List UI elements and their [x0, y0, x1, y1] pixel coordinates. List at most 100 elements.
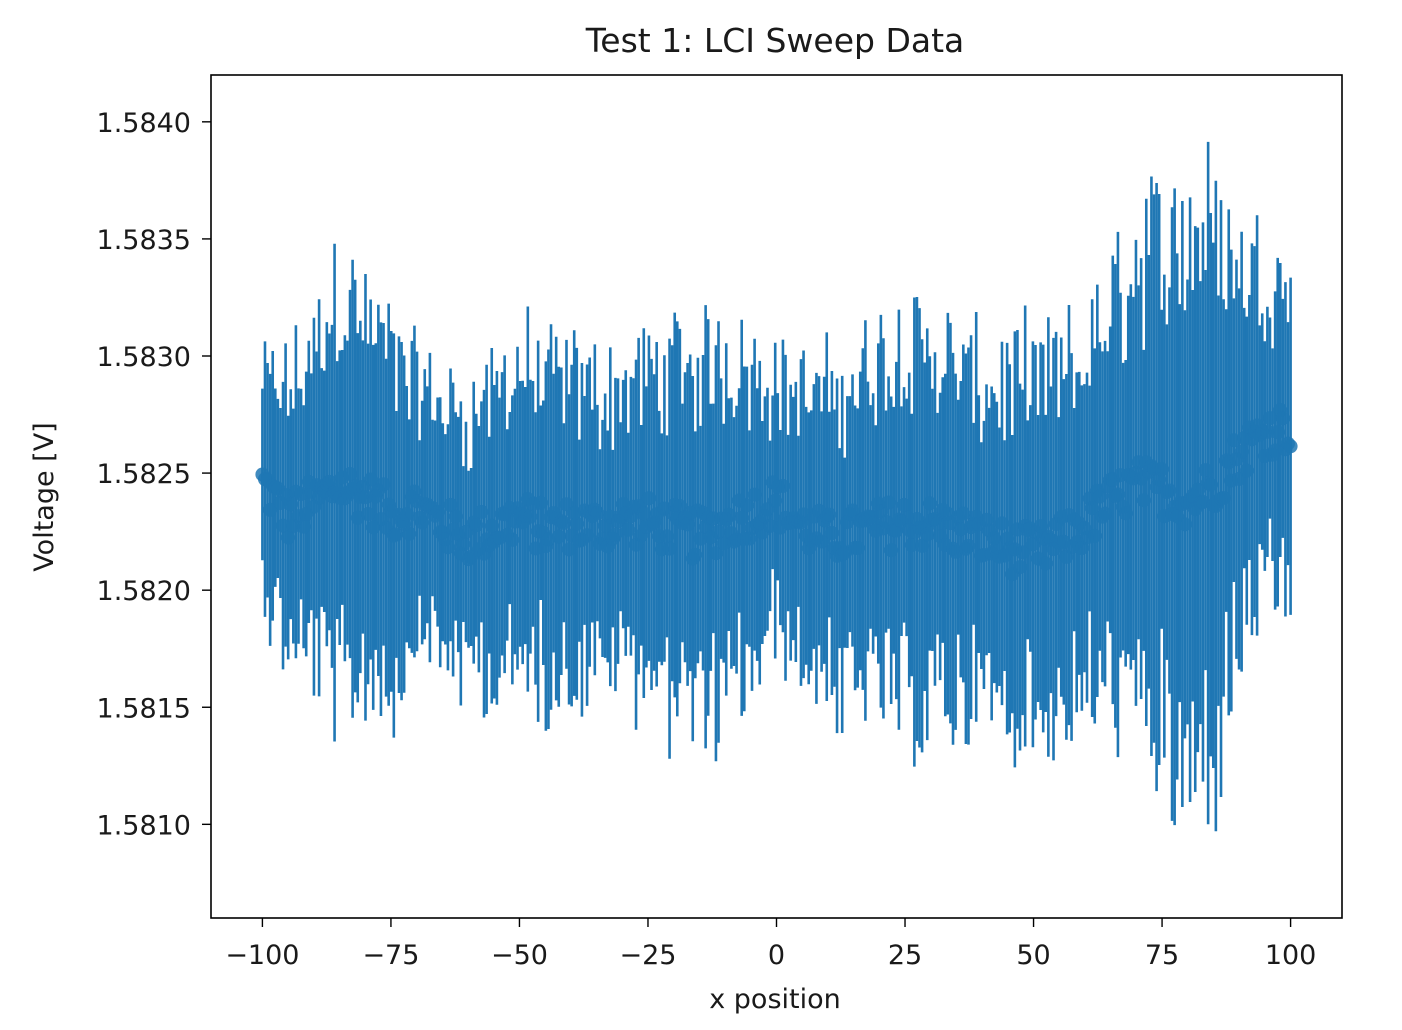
data-point: [551, 529, 566, 544]
data-point: [1033, 519, 1048, 534]
data-point: [1162, 483, 1177, 498]
x-axis: −100 −75 −50 −25 0 25 50 75 100: [225, 918, 1316, 971]
data-point: [850, 541, 865, 555]
data-point: [680, 517, 695, 532]
data-point: [1087, 528, 1102, 543]
y-tick-label: 1.5835: [97, 225, 191, 256]
x-tick-label: −75: [362, 940, 419, 971]
x-tick-label: −50: [491, 940, 548, 971]
data-point: [1177, 517, 1192, 532]
data-point: [688, 547, 703, 562]
data-point: [276, 518, 291, 533]
data-point: [897, 497, 912, 512]
data-point: [440, 540, 455, 555]
data-point: [693, 531, 708, 546]
data-point: [556, 515, 571, 530]
data-point: [1118, 506, 1133, 521]
chart-title: Test 1: LCI Sweep Data: [585, 21, 965, 60]
data-point: [458, 524, 473, 539]
x-tick-label: 50: [1016, 940, 1050, 971]
data-point: [1216, 490, 1231, 505]
data-point: [930, 516, 945, 531]
data-point: [361, 506, 376, 521]
data-point: [920, 527, 935, 542]
data-point: [1203, 477, 1218, 492]
data-point: [569, 516, 584, 531]
data-point: [448, 509, 463, 524]
y-axis: 1.5810 1.5815 1.5820 1.5825 1.5830 1.5835 1.58…: [97, 108, 211, 841]
y-tick-label: 1.5825: [97, 459, 191, 490]
data-point: [822, 507, 837, 522]
data-point: [1025, 537, 1040, 552]
data-point: [608, 527, 623, 542]
data-point: [742, 531, 757, 546]
data-point: [533, 495, 548, 510]
x-tick-label: 75: [1145, 940, 1179, 971]
data-point: [961, 539, 976, 554]
data-point: [283, 497, 298, 512]
data-point: [721, 507, 736, 522]
data-point: [1038, 556, 1053, 571]
data-point: [1283, 439, 1298, 454]
x-tick-label: 100: [1265, 940, 1317, 971]
data-point: [1074, 541, 1089, 556]
x-axis-label: x position: [709, 984, 841, 1015]
data-point: [1268, 443, 1283, 458]
data-point: [881, 495, 896, 510]
data-point: [775, 478, 790, 493]
data-point: [363, 472, 378, 487]
data-point: [708, 546, 723, 561]
data-point: [824, 526, 839, 541]
data-point: [1234, 444, 1249, 459]
data-point: [711, 525, 726, 540]
data-point: [768, 493, 783, 508]
data-point: [1190, 482, 1205, 497]
data-point: [915, 538, 930, 553]
data-point: [672, 499, 687, 514]
data-point: [562, 542, 577, 557]
data-point: [402, 526, 417, 541]
data-point: [747, 487, 762, 502]
data-point: [580, 528, 595, 543]
data-point: [1154, 462, 1169, 477]
data-point: [904, 538, 919, 553]
data-point: [1198, 463, 1213, 478]
data-point: [884, 543, 899, 558]
data-point: [979, 512, 994, 527]
x-tick-label: 0: [768, 940, 785, 971]
y-tick-label: 1.5820: [97, 576, 191, 607]
data-point: [1275, 411, 1290, 426]
data-point: [358, 490, 373, 505]
data-point: [1260, 424, 1275, 439]
data-point: [814, 534, 829, 549]
data-point: [281, 530, 296, 545]
data-points: [255, 403, 1298, 582]
data-point: [659, 529, 674, 544]
data-point: [505, 532, 520, 547]
data-point: [1015, 545, 1030, 560]
y-tick-label: 1.5810: [97, 810, 191, 841]
data-point: [621, 522, 636, 537]
data-point: [636, 506, 651, 521]
data-point: [376, 477, 391, 492]
data-point: [523, 509, 538, 524]
data-point: [430, 505, 445, 520]
data-point: [484, 518, 499, 533]
data-point: [662, 541, 677, 556]
data-point: [922, 496, 937, 511]
data-point: [994, 516, 1009, 531]
data-point: [739, 498, 754, 513]
data-point: [474, 504, 489, 519]
data-point: [1239, 463, 1254, 478]
data-point: [716, 536, 731, 551]
data-point: [389, 527, 404, 542]
data-point: [1098, 506, 1113, 521]
data-point: [1262, 411, 1277, 426]
y-tick-label: 1.5830: [97, 342, 191, 373]
data-point: [415, 515, 430, 530]
data-point: [343, 466, 358, 481]
data-point: [641, 491, 656, 506]
data-point: [1270, 425, 1285, 440]
data-point: [763, 518, 778, 533]
data-point: [734, 510, 749, 525]
